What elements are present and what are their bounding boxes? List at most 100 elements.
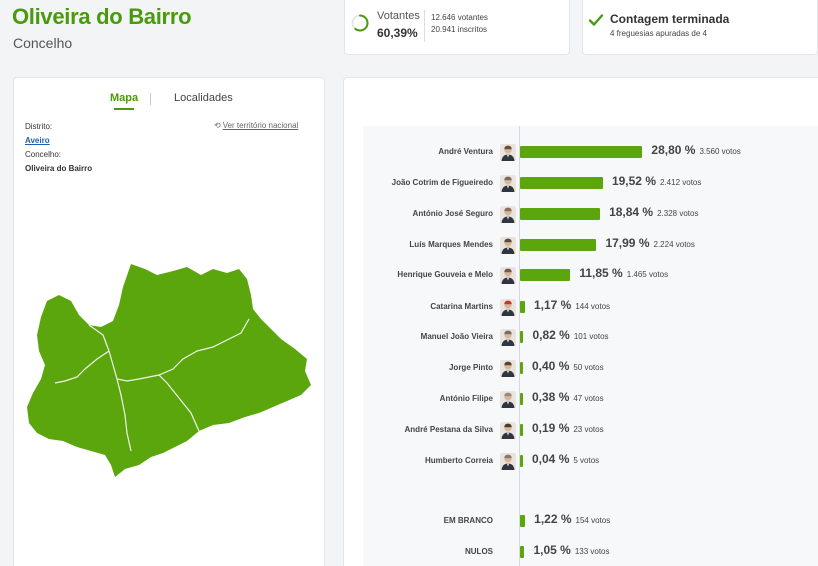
page-subtitle: Concelho [13, 35, 73, 51]
candidate-avatar [500, 360, 516, 377]
candidate-avatar [500, 329, 516, 346]
result-bar [520, 269, 571, 281]
candidate-avatar [500, 299, 516, 316]
candidate-name: Manuel João Vieira [420, 332, 493, 341]
result-bar [520, 455, 523, 467]
check-icon [588, 14, 604, 26]
result-row: EM BRANCO 1,22 % 154 votos [363, 510, 818, 534]
candidate-name: André Ventura [438, 147, 493, 156]
result-votes: 23 votos [573, 425, 604, 434]
result-percent-value: 18,84 % [609, 205, 654, 219]
result-bar [520, 146, 643, 158]
contagem-card [582, 0, 818, 55]
result-percent: 1,05 % 133 votos [533, 543, 609, 557]
ver-territorio-nacional-label: Ver território nacional [222, 121, 299, 130]
result-votes: 154 votos [575, 516, 611, 525]
result-votes: 47 votos [573, 394, 604, 403]
result-votes: 2.224 votos [653, 240, 695, 249]
votantes-label: Votantes [377, 10, 420, 22]
result-percent-value: 0,04 % [532, 452, 570, 466]
result-percent: 1,17 % 144 votos [534, 298, 610, 312]
undo-icon: ⟲ [214, 121, 221, 130]
results-chart-area [363, 126, 818, 566]
candidate-name: Humberto Correia [424, 456, 493, 465]
result-percent: 0,40 % 50 votos [532, 359, 604, 373]
candidate-avatar [500, 175, 516, 192]
chart-axis-line [519, 126, 520, 566]
result-percent: 0,82 % 101 votos [532, 328, 608, 342]
distrito-label: Distrito: [25, 122, 53, 131]
result-percent: 28,80 % 3.560 votos [651, 143, 740, 157]
candidate-avatar [500, 206, 516, 223]
candidate-avatar [500, 422, 516, 439]
result-percent-value: 1,17 % [533, 298, 572, 312]
result-votes: 50 votos [573, 363, 604, 372]
result-percent-value: 28,80 % [651, 143, 696, 157]
votantes-percent: 60,39% [377, 26, 418, 40]
result-votes: 5 votos [573, 456, 600, 465]
result-percent: 0,04 % 5 votos [532, 452, 599, 466]
result-percent: 0,19 % 23 votos [532, 421, 604, 435]
result-row: Luís Marques Mendes 17,99 % 2.224 votos [363, 234, 818, 258]
result-votes: 2.412 votos [660, 178, 702, 187]
municipality-map[interactable] [15, 255, 315, 480]
result-percent-value: 17,99 % [605, 236, 650, 250]
ver-territorio-nacional-link[interactable]: ⟲ Ver território nacional [214, 121, 298, 130]
distrito-link[interactable]: Aveiro [25, 136, 50, 145]
contagem-title: Contagem terminada [610, 12, 730, 26]
result-bar [520, 546, 525, 558]
candidate-name: João Cotrim de Figueiredo [391, 178, 493, 187]
candidate-avatar [500, 144, 516, 161]
result-percent-value: 11,85 % [579, 266, 623, 280]
result-bar [520, 301, 525, 313]
result-percent-value: 19,52 % [611, 174, 656, 188]
result-bar [520, 208, 601, 220]
result-bar [520, 177, 603, 189]
candidate-name: Henrique Gouveia e Melo [397, 270, 493, 279]
candidate-avatar [500, 391, 516, 408]
candidate-name: Luís Marques Mendes [409, 240, 493, 249]
result-bar [520, 239, 597, 251]
votantes-count: 12.646 votantes [431, 13, 488, 22]
candidate-name: António Filipe [439, 394, 493, 403]
result-row: André Pestana da Silva 0,19 % 23 votos [363, 419, 818, 443]
contagem-subtitle: 4 freguesias apuradas de 4 [610, 29, 707, 38]
candidate-name: André Pestana da Silva [404, 425, 493, 434]
turnout-progress-icon [351, 14, 369, 32]
result-votes: 2.328 votos [657, 209, 699, 218]
result-row: João Cotrim de Figueiredo 19,52 % 2.412 vo… [363, 172, 818, 196]
result-percent-value: 0,82 % [532, 328, 570, 342]
result-row: António José Seguro 18,84 % 2.328 votos [363, 203, 818, 227]
result-percent-value: 1,05 % [533, 543, 571, 557]
result-row: Jorge Pinto 0,40 % 50 votos [363, 357, 818, 381]
result-bar [520, 424, 523, 436]
tab-separator [150, 93, 151, 105]
result-votes: 101 votos [573, 332, 609, 341]
candidate-avatar [500, 453, 516, 470]
page-title: Oliveira do Bairro [12, 4, 192, 29]
result-bar [520, 393, 523, 405]
result-votes: 1.465 votos [626, 270, 669, 279]
result-row: António Filipe 0,38 % 47 votos [363, 388, 818, 412]
candidate-name: Jorge Pinto [448, 363, 493, 372]
result-row: Humberto Correia 0,04 % 5 votos [363, 450, 818, 474]
tab-mapa[interactable]: Mapa [110, 92, 139, 110]
concelho-value: Oliveira do Bairro [25, 164, 93, 173]
inscritos-count: 20.941 inscritos [431, 25, 488, 34]
candidate-avatar [500, 267, 516, 284]
result-row: André Ventura 28,80 % 3.560 votos [363, 141, 818, 165]
candidate-name: Catarina Martins [430, 302, 493, 311]
result-votes: 144 votos [575, 302, 611, 311]
votantes-card [344, 0, 570, 55]
candidate-name: EM BRANCO [443, 516, 493, 525]
result-percent: 18,84 % 2.328 votos [609, 205, 698, 219]
result-row: Manuel João Vieira 0,82 % 101 votos [363, 326, 818, 350]
map-boundary-lines [54, 318, 250, 452]
result-percent-value: 0,38 % [532, 390, 570, 404]
result-row: NULOS 1,05 % 133 votos [363, 541, 818, 565]
result-percent: 0,38 % 47 votos [532, 390, 604, 404]
votantes-divider [424, 10, 425, 42]
tab-localidades[interactable]: Localidades [174, 92, 233, 104]
result-percent: 1,22 % 154 votos [534, 512, 610, 526]
result-row: Henrique Gouveia e Melo 11,85 % 1.465 voto… [363, 264, 818, 288]
